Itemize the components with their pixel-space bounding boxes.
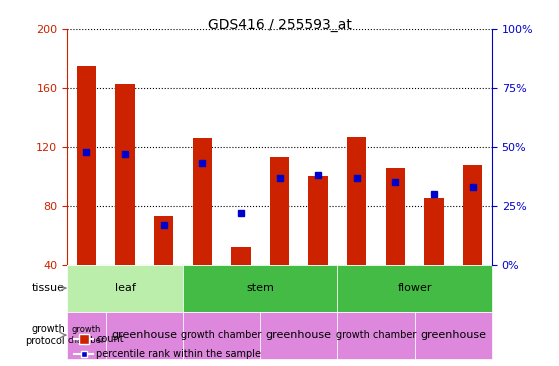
FancyBboxPatch shape [260,311,338,359]
FancyBboxPatch shape [415,311,492,359]
Bar [386,168,405,265]
Text: growth chamber: growth chamber [336,330,416,340]
Text: greenhouse: greenhouse [420,330,486,340]
Text: tissue: tissue [32,283,65,293]
Text: growth
chamber: growth chamber [68,325,105,345]
Bar [193,138,212,265]
Bar [347,137,366,265]
Bar [270,157,289,265]
FancyBboxPatch shape [338,265,492,311]
Bar [463,165,482,265]
Bar [115,84,135,265]
Text: stem: stem [247,283,274,293]
Bar [154,216,173,265]
Text: growth protocol: growth protocol [26,324,65,346]
FancyBboxPatch shape [183,311,260,359]
FancyBboxPatch shape [67,311,106,359]
FancyBboxPatch shape [67,265,183,311]
Text: greenhouse: greenhouse [266,330,332,340]
Bar [77,66,96,265]
Legend: count, percentile rank within the sample: count, percentile rank within the sample [72,332,263,361]
Bar [231,247,250,265]
Text: leaf: leaf [115,283,135,293]
Bar [309,176,328,265]
FancyBboxPatch shape [338,311,415,359]
Bar [424,198,444,265]
Text: GDS416 / 255593_at: GDS416 / 255593_at [207,18,352,32]
FancyBboxPatch shape [183,265,338,311]
Text: growth chamber: growth chamber [181,330,262,340]
Text: flower: flower [397,283,432,293]
Text: greenhouse: greenhouse [111,330,177,340]
FancyBboxPatch shape [106,311,183,359]
